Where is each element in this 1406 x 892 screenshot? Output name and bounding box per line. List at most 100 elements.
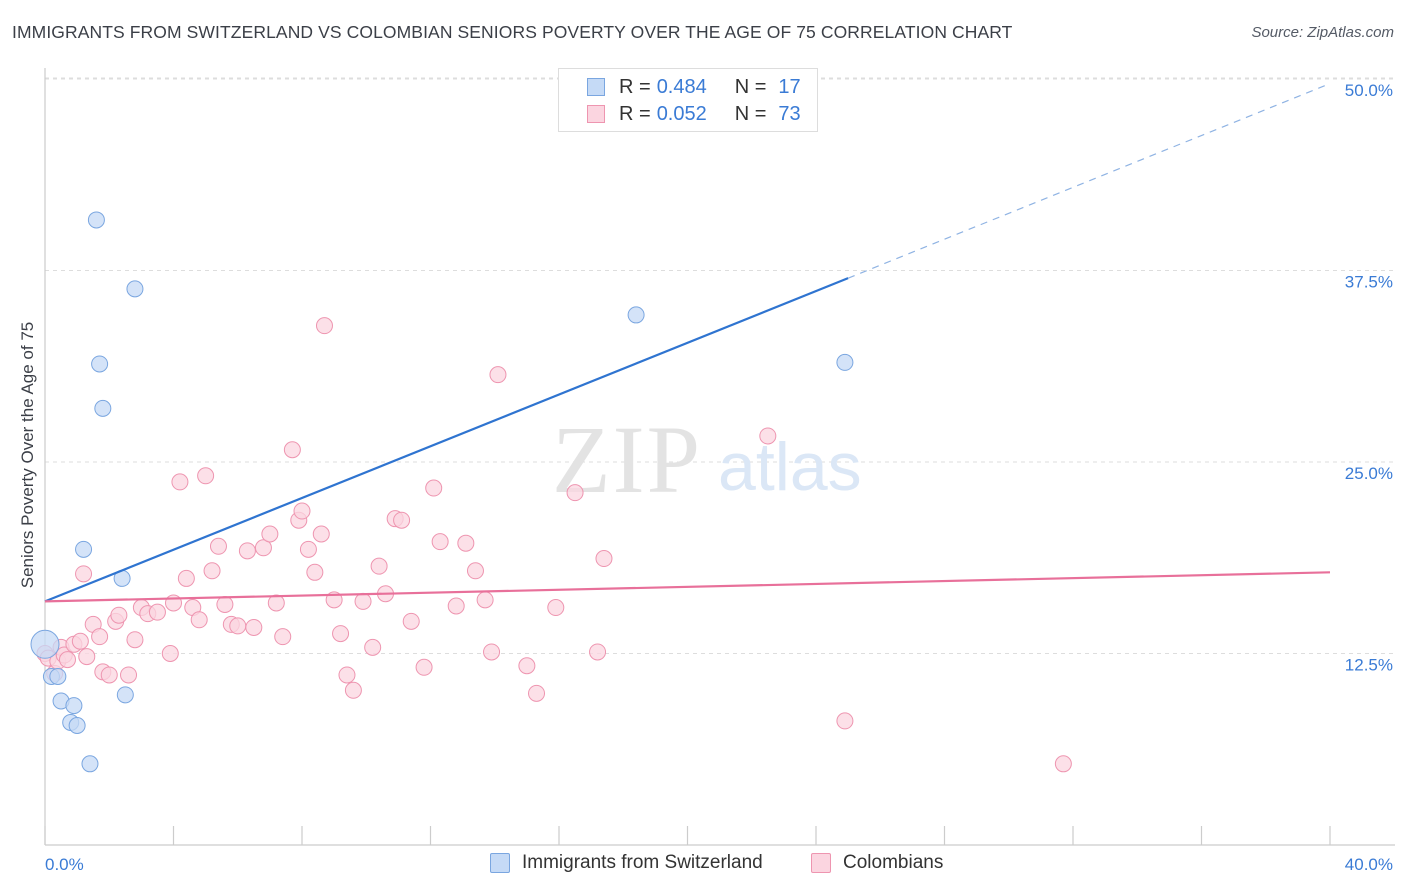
point-switzerland: [75, 540, 93, 558]
point-colombians: [209, 537, 227, 555]
point-colombians: [431, 533, 449, 551]
trend-line-colombians: [44, 571, 1331, 603]
point-colombians: [238, 542, 256, 560]
point-colombians: [75, 565, 93, 583]
point-colombians: [306, 563, 324, 581]
point-switzerland: [627, 306, 645, 324]
point-colombians: [466, 562, 484, 580]
point-colombians: [293, 502, 311, 520]
point-switzerland: [81, 755, 99, 773]
legend-row-colombians: R = 0.052 N = 73: [587, 102, 801, 126]
point-colombians: [332, 625, 350, 643]
point-colombians: [267, 594, 285, 612]
stats-legend: R = 0.484 N = 17 R = 0.052 N = 73: [558, 68, 818, 132]
point-colombians: [171, 473, 189, 491]
point-colombians: [415, 658, 433, 676]
y-tick-label: 50.0%: [1345, 81, 1393, 100]
legend-n-label: N =: [734, 75, 767, 98]
point-switzerland: [65, 697, 83, 715]
point-colombians: [483, 643, 501, 661]
point-colombians: [110, 606, 128, 624]
point-colombians: [274, 628, 292, 646]
point-switzerland: [30, 629, 60, 659]
point-colombians: [476, 591, 494, 609]
legend-r-label: R =: [619, 75, 651, 98]
legend-n-label: N =: [734, 102, 767, 125]
legend-swatch-pink: [587, 105, 605, 123]
point-switzerland: [836, 353, 854, 371]
legend-r-value: 0.052: [656, 102, 707, 125]
point-switzerland: [68, 717, 86, 735]
point-colombians: [78, 648, 96, 666]
point-colombians: [425, 479, 443, 497]
point-colombians: [120, 666, 138, 684]
axes: [44, 68, 1395, 846]
legend-item-switzerland[interactable]: Immigrants from Switzerland: [490, 852, 763, 874]
point-switzerland: [126, 280, 144, 298]
point-colombians: [216, 595, 234, 613]
point-colombians: [126, 631, 144, 649]
point-colombians: [1054, 755, 1072, 773]
legend-row-switzerland: R = 0.484 N = 17: [587, 75, 801, 99]
point-colombians: [148, 603, 166, 621]
point-switzerland: [116, 686, 134, 704]
point-colombians: [312, 525, 330, 543]
point-colombians: [370, 557, 388, 575]
point-colombians: [836, 712, 854, 730]
point-colombians: [447, 597, 465, 615]
point-colombians: [528, 684, 546, 702]
point-colombians: [393, 511, 411, 529]
x-tick-label-max: 40.0%: [1345, 855, 1393, 874]
trend-line-switzerland: [44, 277, 849, 603]
point-colombians: [489, 366, 507, 384]
legend-swatch-blue: [587, 78, 605, 96]
watermark-atlas: atlas: [718, 429, 862, 505]
point-colombians: [595, 550, 613, 568]
point-colombians: [71, 632, 89, 650]
series-legend: Immigrants from Switzerland Colombians: [0, 852, 1406, 878]
point-colombians: [566, 484, 584, 502]
point-colombians: [261, 525, 279, 543]
point-colombians: [229, 617, 247, 635]
legend-r-label: R =: [619, 102, 651, 125]
y-tick-label: 25.0%: [1345, 464, 1393, 483]
point-colombians: [190, 611, 208, 629]
point-colombians: [177, 569, 195, 587]
point-colombians: [315, 317, 333, 335]
point-colombians: [91, 628, 109, 646]
y-axis-label: Seniors Poverty Over the Age of 75: [18, 321, 37, 589]
legend-n-value: 73: [778, 102, 801, 125]
trend-lines: [44, 83, 1331, 603]
legend-label-colombians: Colombians: [843, 852, 944, 873]
point-switzerland: [91, 355, 109, 373]
point-colombians: [161, 645, 179, 662]
point-colombians: [457, 534, 475, 552]
point-colombians: [254, 539, 272, 557]
point-switzerland: [94, 399, 112, 417]
point-colombians: [197, 467, 215, 485]
point-colombians: [589, 643, 607, 661]
y-tick-label: 37.5%: [1345, 273, 1393, 292]
data-points: [30, 211, 1072, 773]
point-colombians: [364, 638, 382, 656]
chart-title: IMMIGRANTS FROM SWITZERLAND VS COLOMBIAN…: [12, 22, 1013, 42]
point-switzerland: [49, 667, 67, 685]
x-tick-label-min: 0.0%: [45, 855, 84, 874]
legend-item-colombians[interactable]: Colombians: [811, 852, 943, 874]
point-switzerland: [87, 211, 105, 229]
point-colombians: [547, 599, 565, 617]
legend-label-switzerland: Immigrants from Switzerland: [522, 852, 763, 873]
point-colombians: [58, 651, 76, 669]
gridlines: [45, 77, 1395, 654]
source-credit: Source: ZipAtlas.com: [1251, 24, 1394, 41]
legend-swatch-switzerland: [490, 853, 510, 873]
watermark: ZIP atlas: [552, 406, 862, 513]
point-colombians: [344, 681, 362, 699]
point-colombians: [402, 612, 420, 630]
trend-line-switzerland-extension: [847, 83, 1331, 279]
point-colombians: [245, 618, 263, 636]
point-colombians: [354, 592, 372, 610]
point-colombians: [100, 666, 118, 684]
tick-labels: 12.5% 25.0% 37.5% 50.0% 0.0% 40.0%: [45, 81, 1393, 874]
